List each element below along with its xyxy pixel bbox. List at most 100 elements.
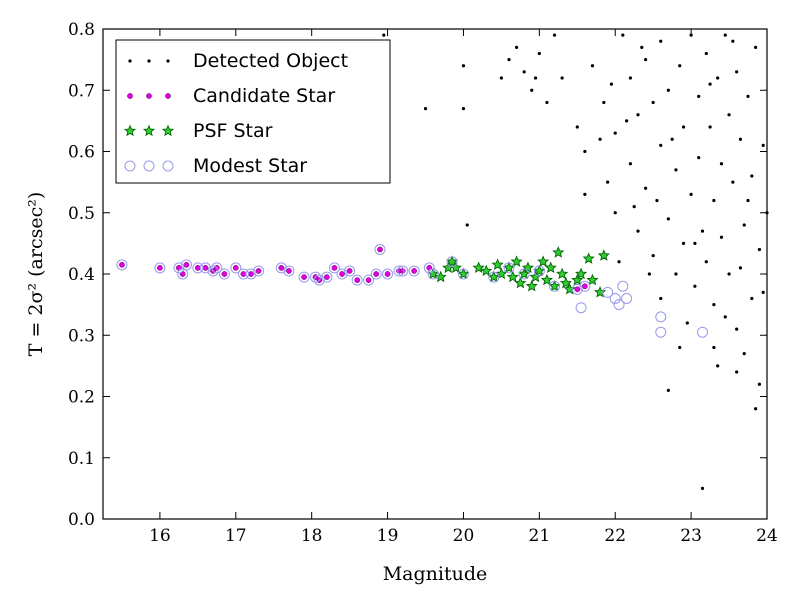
legend-entry-candidate-star: Candidate Star <box>127 85 335 107</box>
legend-marker-candidate-star <box>127 93 171 99</box>
point-detected-object <box>537 51 541 56</box>
point-modest-star <box>393 265 405 277</box>
point-modest-star <box>199 262 211 274</box>
point-candidate-star <box>232 265 239 271</box>
x-axis-label: Magnitude <box>383 563 488 585</box>
point-detected-object <box>651 254 655 258</box>
point-modest-star <box>382 268 394 280</box>
point-detected-object <box>674 272 678 276</box>
series-modest-star <box>116 244 708 338</box>
point-modest-star <box>571 283 583 295</box>
y-tick-label: 0.4 <box>68 265 95 285</box>
point-psf-star <box>533 264 546 277</box>
legend-label-modest-star: Modest Star <box>193 155 307 177</box>
point-modest-star <box>321 271 333 283</box>
point-candidate-star <box>339 271 345 277</box>
point-modest-star <box>575 302 587 314</box>
point-candidate-star <box>331 265 338 271</box>
point-detected-object <box>685 321 689 325</box>
point-modest-star <box>253 265 265 277</box>
point-detected-object <box>659 39 663 43</box>
point-psf-star <box>529 270 542 283</box>
point-modest-star <box>655 311 667 323</box>
legend-marker-psf-star <box>123 124 175 137</box>
point-psf-star <box>506 270 519 283</box>
point-detected-object <box>723 315 727 319</box>
legend-entry-detected-object: Detected Object <box>128 50 348 72</box>
point-detected-object <box>693 284 697 288</box>
point-modest-star <box>211 262 223 274</box>
y-tick-label: 0.8 <box>68 20 95 40</box>
point-modest-star <box>488 271 500 283</box>
point-modest-star <box>313 274 325 286</box>
point-psf-star <box>487 270 500 283</box>
point-detected-object <box>674 168 678 172</box>
point-detected-object <box>522 70 526 74</box>
point-detected-object <box>712 303 716 307</box>
point-modest-star <box>275 262 287 274</box>
point-modest-star <box>180 259 192 271</box>
point-candidate-star <box>157 265 163 271</box>
y-tick-label: 0.0 <box>68 510 95 530</box>
point-modest-star <box>549 280 561 292</box>
point-modest-star <box>207 265 219 277</box>
point-detected-object <box>761 290 765 294</box>
point-modest-star <box>655 326 667 338</box>
point-detected-object <box>697 94 701 98</box>
point-detected-object <box>461 64 466 68</box>
point-detected-object <box>598 137 602 141</box>
legend-marker-modest-star <box>162 160 174 172</box>
y-tick-label: 0.6 <box>68 143 95 163</box>
point-psf-star <box>449 261 462 274</box>
legend-marker-psf-star <box>123 124 137 137</box>
point-detected-object <box>754 45 758 49</box>
x-tick-label: 16 <box>149 526 171 546</box>
point-detected-object <box>678 345 682 350</box>
point-psf-star <box>582 252 595 264</box>
point-modest-star <box>503 262 515 274</box>
point-candidate-star <box>365 277 372 283</box>
legend-marker-detected-object <box>147 59 151 63</box>
point-psf-star <box>434 270 447 283</box>
legend-marker-modest-star <box>124 160 136 172</box>
point-detected-object <box>659 143 663 147</box>
point-modest-star <box>617 280 629 292</box>
point-modest-star <box>218 268 230 280</box>
point-detected-object <box>693 241 697 245</box>
point-detected-object <box>499 76 503 80</box>
point-detected-object <box>465 223 469 227</box>
legend-label-detected-object: Detected Object <box>193 50 348 72</box>
x-tick-label: 24 <box>756 526 778 546</box>
legend-marker-psf-star <box>142 124 156 137</box>
point-candidate-star <box>278 265 285 271</box>
point-detected-object <box>617 260 621 264</box>
point-detected-object <box>727 113 731 117</box>
point-detected-object <box>530 88 534 92</box>
point-candidate-star <box>373 271 380 277</box>
point-detected-object <box>643 186 648 190</box>
point-modest-star <box>397 265 409 277</box>
point-psf-star <box>575 267 588 280</box>
legend-marker-detected-object <box>128 59 170 63</box>
point-modest-star <box>518 268 530 280</box>
point-psf-star <box>446 255 459 267</box>
y-tick-label: 0.7 <box>68 81 95 101</box>
point-candidate-star <box>119 261 125 268</box>
point-detected-object <box>666 388 670 392</box>
point-candidate-star <box>255 268 262 274</box>
point-detected-object <box>423 107 428 111</box>
point-detected-object <box>704 260 708 264</box>
point-detected-object <box>666 88 670 92</box>
point-detected-object <box>655 198 659 203</box>
point-candidate-star <box>399 268 406 274</box>
point-detected-object <box>719 162 724 166</box>
y-axis-label: T = 2σ² (arcsec²) <box>25 192 47 357</box>
point-candidate-star <box>301 274 307 280</box>
point-detected-object <box>681 125 686 129</box>
point-detected-object <box>738 266 743 270</box>
axis-ticks: 16 17 18 19 20 21 22 23 24 0.0 0.1 0.2 0.3 0.4 0.5 0.6 0… <box>68 20 778 546</box>
point-candidate-star <box>324 274 330 280</box>
point-detected-object <box>712 198 716 203</box>
point-detected-object <box>708 125 712 129</box>
point-detected-object <box>750 174 754 178</box>
